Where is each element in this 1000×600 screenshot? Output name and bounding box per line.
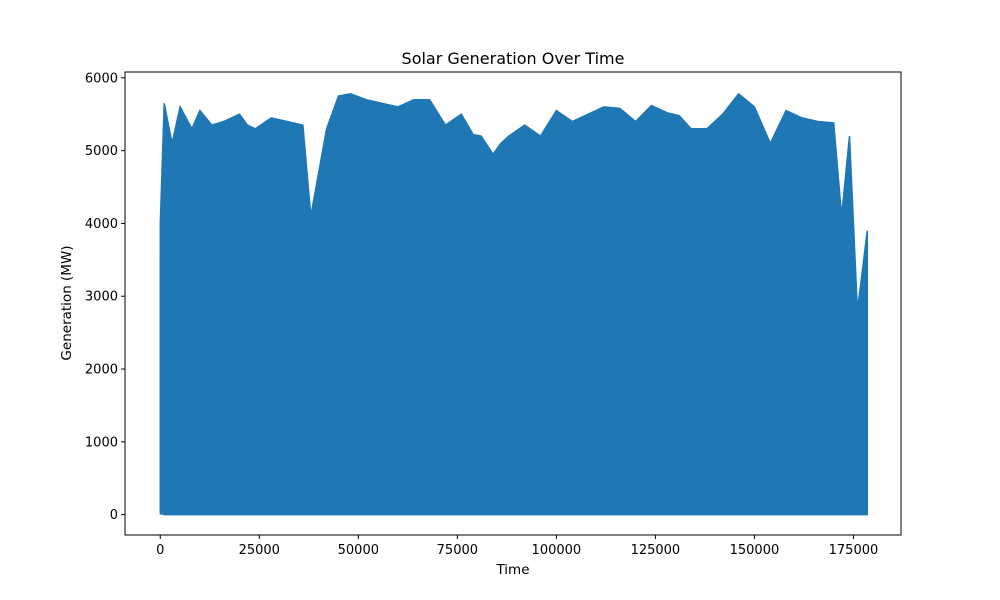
plot-frame xyxy=(124,71,902,536)
series-line xyxy=(159,96,868,515)
y-tick-label: 2000 xyxy=(85,363,118,378)
x-tick-label: 0 xyxy=(156,543,164,558)
x-tick-label: 125000 xyxy=(631,543,681,558)
series-layer xyxy=(159,92,869,516)
x-axis-label: Time xyxy=(495,562,529,578)
x-tick-label: 150000 xyxy=(730,543,780,558)
y-tick-label: 0 xyxy=(110,508,118,523)
chart-title: Solar Generation Over Time xyxy=(402,49,625,68)
y-axis: 0 1000 2000 3000 4000 5000 6000 xyxy=(85,71,125,523)
x-tick-label: 75000 xyxy=(437,543,478,558)
y-tick-label: 6000 xyxy=(85,71,118,86)
y-tick-label: 1000 xyxy=(85,435,118,450)
y-tick-label: 3000 xyxy=(85,290,118,305)
x-axis: 0 25000 50000 75000 100000 125000 150000 175000 xyxy=(156,535,878,558)
y-tick-label: 5000 xyxy=(85,144,118,159)
x-tick-label: 25000 xyxy=(239,543,280,558)
x-tick-label: 50000 xyxy=(338,543,379,558)
x-tick-label: 175000 xyxy=(829,543,879,558)
x-tick-label: 100000 xyxy=(532,543,582,558)
y-tick-label: 4000 xyxy=(85,217,118,232)
y-axis-label: Generation (MW) xyxy=(59,245,75,360)
